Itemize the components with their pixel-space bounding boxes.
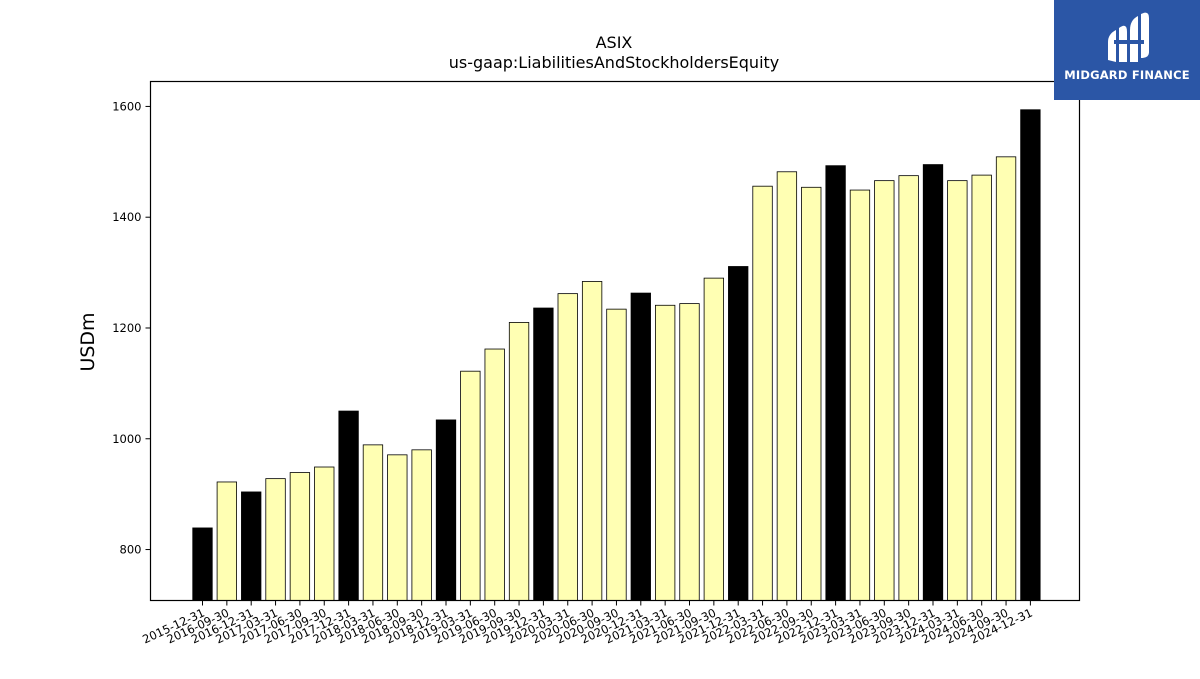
bar-2021-09-30 <box>703 277 724 601</box>
y-tick-label: 1000 <box>112 432 141 446</box>
x-axis: 2015-12-312016-09-302016-12-312017-03-31… <box>140 600 1035 646</box>
y-axis-label: USDm <box>77 312 99 371</box>
logo-text: MIDGARD FINANCE <box>1064 68 1190 82</box>
bar-2019-03-31 <box>460 370 481 601</box>
bars-group <box>192 109 1041 601</box>
bar-2020-03-31 <box>557 293 578 601</box>
bar-2022-09-30 <box>801 186 822 601</box>
bar-2017-03-31 <box>265 478 286 601</box>
bar-2017-06-30 <box>289 472 311 601</box>
bar-2022-03-31 <box>752 185 773 601</box>
logo-mark-icon <box>1108 12 1149 62</box>
bar-2016-12-31 <box>241 491 262 601</box>
bar-2020-06-30 <box>581 281 603 601</box>
y-tick-label: 1200 <box>112 321 141 335</box>
chart-subtitle: us-gaap:LiabilitiesAndStockholdersEquity <box>449 53 780 72</box>
bar-2017-12-31 <box>338 410 359 601</box>
bar-2015-12-31 <box>192 527 213 601</box>
bar-2024-06-30 <box>971 174 992 601</box>
y-tick-label: 1600 <box>112 99 141 113</box>
bar-2022-12-31 <box>825 165 846 601</box>
bar-2020-09-30 <box>606 308 627 601</box>
bar-2022-06-30 <box>776 171 798 601</box>
bar-2019-12-31 <box>533 307 554 601</box>
bar-2024-12-31 <box>1020 109 1041 601</box>
bar-2021-03-31 <box>655 304 676 601</box>
y-axis: 800 1000 1200 1400 1600 <box>112 99 151 557</box>
bar-2018-12-31 <box>435 419 457 601</box>
bar-2021-12-31 <box>728 266 749 601</box>
bar-2018-06-30 <box>387 454 408 601</box>
bar-2023-09-30 <box>898 175 919 601</box>
bar-2023-03-31 <box>849 189 871 601</box>
y-tick-label: 800 <box>120 543 142 557</box>
bar-2020-12-31 <box>630 292 651 601</box>
bar-2024-09-30 <box>995 156 1017 601</box>
bar-2017-09-30 <box>314 466 335 601</box>
bar-2019-06-30 <box>484 348 505 601</box>
plot-frame <box>149 80 1081 602</box>
bar-2019-09-30 <box>508 322 530 601</box>
bar-2016-09-30 <box>216 481 238 601</box>
bar-2023-06-30 <box>874 180 895 601</box>
y-tick-label: 1400 <box>112 210 141 224</box>
bar-2023-12-31 <box>922 164 944 601</box>
brand-logo: MIDGARD FINANCE <box>1054 0 1200 100</box>
chart-title: ASIX <box>596 33 633 52</box>
bar-2018-03-31 <box>362 444 384 601</box>
bar-2018-09-30 <box>411 449 432 601</box>
bar-2024-03-31 <box>947 180 968 601</box>
bar-2021-06-30 <box>679 303 700 601</box>
